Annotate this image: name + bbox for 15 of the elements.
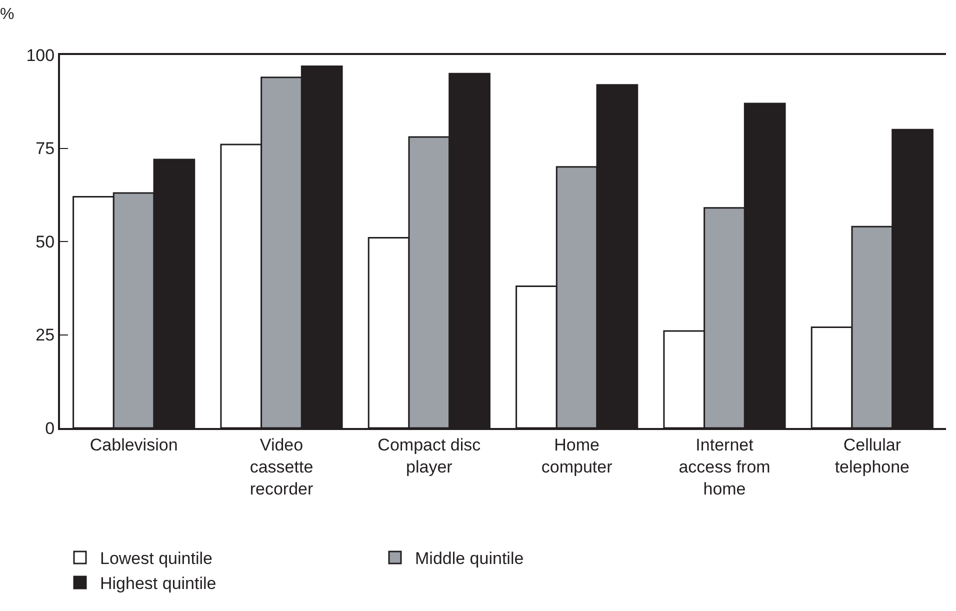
x-tick-label: Compact disc player: [378, 435, 482, 476]
x-tick-label: Internet access from home: [678, 435, 770, 499]
x-tick-label: Cellular telephone: [834, 435, 910, 476]
x-tick-label: Home computer: [541, 435, 613, 476]
x-tick-label: Cablevision: [90, 435, 178, 454]
legend-label: Highest quintile: [100, 574, 216, 594]
x-tick-label: Video cassette recorder: [250, 435, 314, 499]
y-tick-label: 50: [36, 232, 55, 252]
y-tick-label: 25: [36, 326, 55, 345]
y-tick-label: 75: [36, 139, 55, 158]
y-axis-title: %: [0, 6, 14, 23]
legend-label: Lowest quintile: [100, 549, 212, 568]
legend-label: Middle quintile: [415, 549, 524, 568]
y-tick-label: 100: [26, 46, 55, 65]
y-tick-label: 0: [45, 418, 55, 438]
